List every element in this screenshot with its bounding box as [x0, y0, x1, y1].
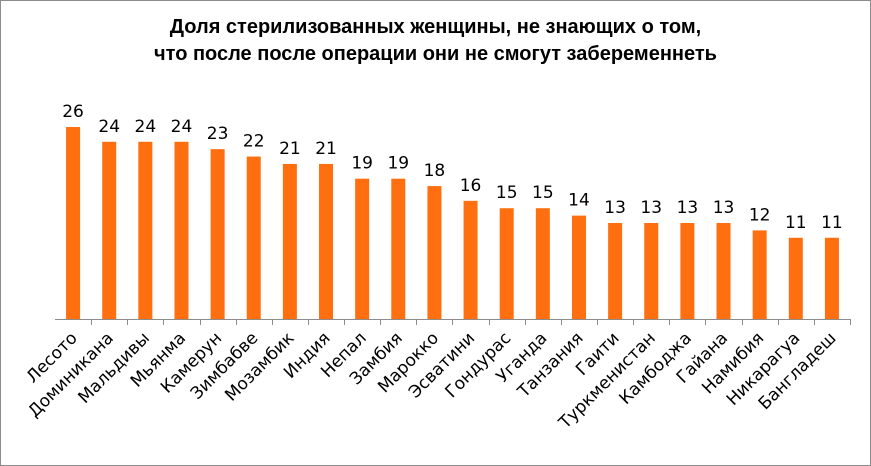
data-label: 21 — [315, 139, 337, 159]
bar — [427, 186, 442, 319]
bar — [246, 156, 261, 319]
bar — [824, 237, 839, 319]
chart-title-line-2: что после после операции они не смогут з… — [154, 43, 717, 65]
bar — [608, 223, 623, 319]
bar — [282, 163, 297, 319]
bar — [752, 230, 767, 319]
data-label: 13 — [713, 198, 735, 218]
bar — [571, 215, 586, 319]
data-label: 14 — [568, 191, 590, 211]
bar — [391, 178, 406, 319]
bar — [644, 223, 659, 319]
chart-title-line-1: Доля стерилизованных женщины, не знающих… — [169, 16, 702, 38]
data-label: 24 — [135, 117, 157, 137]
bar — [463, 200, 478, 319]
data-label: 18 — [424, 161, 446, 181]
bar — [535, 208, 550, 319]
data-label: 16 — [460, 176, 482, 196]
data-label: 24 — [171, 117, 193, 137]
bar — [499, 208, 514, 319]
bar — [66, 127, 81, 319]
bar — [680, 223, 695, 319]
data-label: 15 — [532, 183, 554, 203]
bar — [355, 178, 370, 319]
data-label: 13 — [640, 198, 662, 218]
data-label: 13 — [677, 198, 699, 218]
bar — [174, 141, 189, 319]
data-label: 26 — [62, 102, 84, 122]
data-label: 24 — [98, 117, 120, 137]
data-label: 23 — [207, 124, 229, 144]
data-label: 12 — [749, 205, 771, 225]
bar — [102, 141, 117, 319]
bar — [716, 223, 731, 319]
data-label: 22 — [243, 132, 265, 152]
bar — [210, 149, 225, 319]
bar — [319, 163, 334, 319]
chart-title: Доля стерилизованных женщины, не знающих… — [0, 14, 871, 68]
data-label: 19 — [387, 154, 409, 174]
data-label: 21 — [279, 139, 301, 159]
data-label: 15 — [496, 183, 518, 203]
bar — [138, 141, 153, 319]
data-label: 19 — [351, 154, 373, 174]
bar — [788, 237, 803, 319]
data-label: 13 — [604, 198, 626, 218]
data-label: 11 — [821, 213, 843, 233]
data-label: 11 — [785, 213, 807, 233]
